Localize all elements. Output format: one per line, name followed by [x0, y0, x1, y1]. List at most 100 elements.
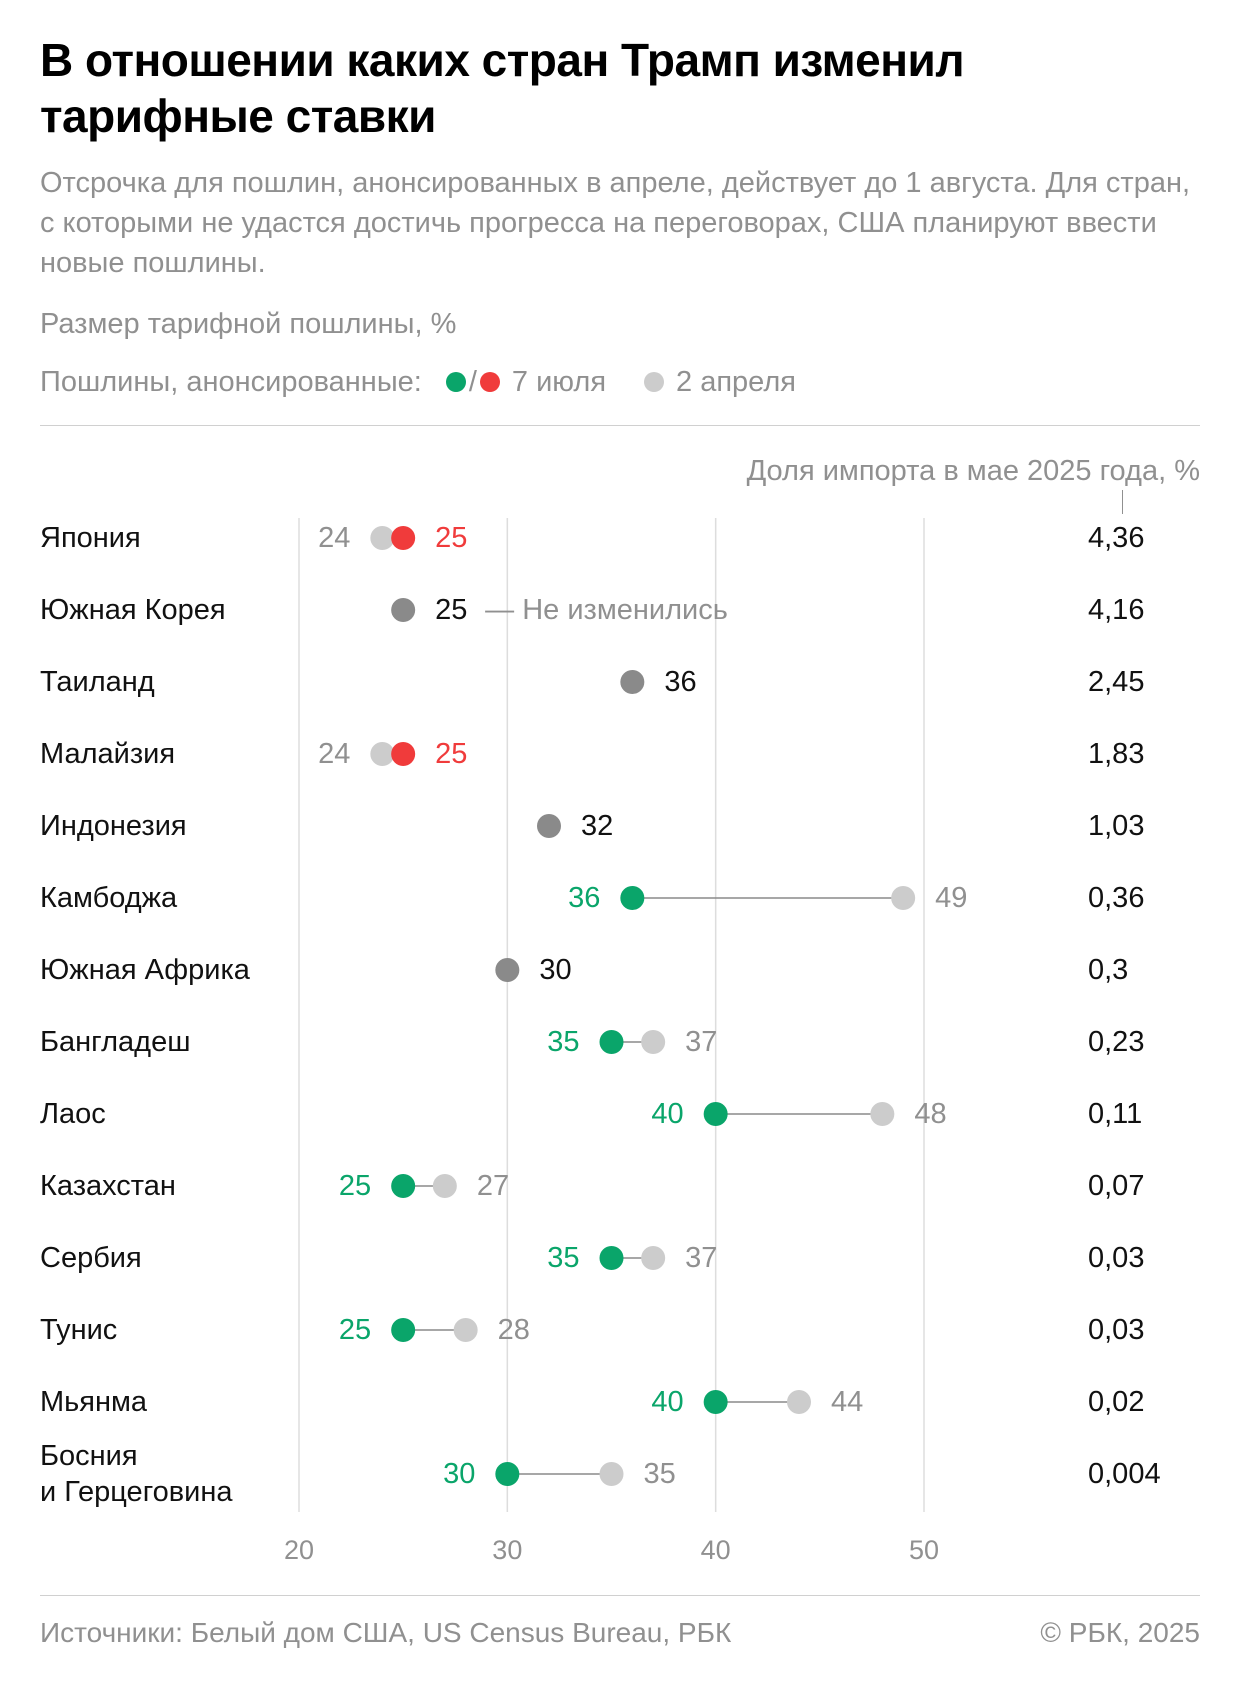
april-dot — [641, 1030, 666, 1054]
bottom-divider — [40, 1595, 1200, 1596]
chart-row: Казахстан 0,07 25 27 — [40, 1170, 1144, 1202]
april-dot — [870, 1102, 895, 1126]
july-value-label: 40 — [651, 1098, 683, 1130]
import-share-value: 1,03 — [1088, 810, 1144, 842]
country-label: Мьянма — [40, 1386, 148, 1418]
source-note: Источники: Белый дом США, US Census Bure… — [40, 1617, 732, 1648]
april-dot — [641, 1246, 666, 1270]
chart-subtitle: Отсрочка для пошлин, анонсированных в ап… — [40, 167, 1191, 279]
chart-row: Босния и Герцеговина 0,004 30 35 — [40, 1440, 1161, 1508]
unchanged-dot — [620, 670, 645, 694]
country-label: Южная Африка — [40, 954, 251, 986]
unchanged-dot — [495, 958, 520, 982]
april-value-label: 27 — [477, 1170, 509, 1202]
import-share-value: 0,03 — [1088, 1314, 1144, 1346]
unchanged-dot — [537, 814, 561, 838]
chart-row: Бангладеш 0,23 35 37 — [40, 1026, 1144, 1058]
country-label: Бангладеш — [40, 1026, 190, 1058]
april-dot — [599, 1462, 624, 1486]
country-label: Казахстан — [40, 1170, 176, 1202]
april-dot — [370, 742, 395, 766]
import-share-value: 1,83 — [1088, 738, 1144, 770]
chart-row: Япония 4,36 24 25 — [40, 522, 1144, 554]
april-dot — [370, 526, 395, 550]
legend-slash: / — [468, 365, 477, 398]
share-column-header: Доля импорта в мае 2025 года, % — [746, 455, 1200, 487]
april-value-label: 35 — [644, 1458, 676, 1490]
april-dot — [787, 1390, 811, 1414]
july-dot — [391, 1318, 416, 1342]
country-label: Тунис — [40, 1314, 117, 1346]
chart-row: Лаос 0,11 40 48 — [40, 1098, 1142, 1130]
april-dot — [891, 886, 916, 910]
april-value-label: 24 — [318, 522, 350, 554]
x-tick-label-30: 30 — [492, 1535, 522, 1565]
chart-row: Южная Африка 0,3 30 — [40, 954, 1128, 986]
legend-red-dot-icon — [479, 372, 500, 392]
chart-title: В отношении каких стран Трамп изменил та… — [40, 34, 965, 142]
april-value-label: 44 — [831, 1386, 863, 1418]
april-dot — [432, 1174, 457, 1198]
import-share-value: 0,02 — [1088, 1386, 1144, 1418]
legend-old-label: 2 апреля — [676, 365, 796, 398]
import-share-value: 0,11 — [1088, 1098, 1142, 1130]
copyright: © РБК, 2025 — [1040, 1617, 1200, 1648]
import-share-value: 0,3 — [1088, 954, 1128, 986]
share-column-tick — [1122, 490, 1123, 514]
legend-green-dot-icon — [445, 372, 466, 392]
legend: Пошлины, анонсированные: / 7 июля 2 апре… — [40, 362, 796, 402]
x-tick-label-20: 20 — [284, 1535, 314, 1565]
country-label: Япония — [40, 522, 141, 554]
july-dot — [599, 1246, 624, 1270]
unchanged-note: — Не изменились — [485, 594, 728, 626]
legend-new-label: 7 июля — [511, 365, 607, 398]
unchanged-value-label: 30 — [539, 954, 571, 986]
july-value-label: 25 — [339, 1170, 371, 1202]
april-value-label: 49 — [935, 882, 967, 914]
chart-row: Малайзия 1,83 24 25 — [40, 738, 1144, 770]
x-tick-label-40: 40 — [701, 1535, 731, 1565]
country-label: Сербия — [40, 1242, 142, 1274]
chart-row: Индонезия 1,03 32 — [40, 810, 1144, 842]
country-label: Южная Корея — [40, 594, 226, 626]
import-share-value: 0,07 — [1088, 1170, 1144, 1202]
july-dot — [703, 1390, 728, 1414]
chart-row: Южная Корея 4,16 25 — Не изменились — [40, 594, 1144, 626]
april-value-label: 24 — [318, 738, 350, 770]
july-dot — [703, 1102, 728, 1126]
import-share-value: 0,23 — [1088, 1026, 1144, 1058]
unchanged-dot — [391, 598, 416, 622]
april-value-label: 37 — [685, 1242, 717, 1274]
country-label: Камбоджа — [40, 882, 178, 914]
july-dot — [620, 886, 645, 910]
april-value-label: 28 — [498, 1314, 530, 1346]
july-value-label: 35 — [547, 1026, 579, 1058]
top-divider — [40, 425, 1200, 426]
legend-grey-dot-icon — [644, 372, 665, 392]
july-value-label: 25 — [435, 522, 467, 554]
july-value-label: 35 — [547, 1242, 579, 1274]
import-share-value: 2,45 — [1088, 666, 1144, 698]
april-dot — [453, 1318, 478, 1342]
dumbbell-chart: Япония 4,36 24 25 Южная Корея 4,16 25 — Не изме… — [40, 518, 1161, 1565]
country-label: Лаос — [40, 1098, 106, 1130]
import-share-value: 4,16 — [1088, 594, 1144, 626]
july-value-label: 36 — [568, 882, 600, 914]
import-share-value: 0,004 — [1088, 1458, 1161, 1490]
legend-prefix: Пошлины, анонсированные: — [40, 365, 422, 398]
july-value-label: 25 — [435, 738, 467, 770]
july-dot — [495, 1462, 520, 1486]
july-dot — [599, 1030, 624, 1054]
july-value-label: 30 — [443, 1458, 475, 1490]
chart-row: Таиланд 2,45 36 — [40, 666, 1144, 698]
july-dot — [391, 1174, 416, 1198]
country-label: Босния — [40, 1440, 138, 1472]
import-share-value: 4,36 — [1088, 522, 1144, 554]
country-label: и Герцеговина — [40, 1476, 233, 1508]
unchanged-value-label: 32 — [581, 810, 613, 842]
chart-row: Камбоджа 0,36 36 49 — [40, 882, 1144, 914]
import-share-value: 0,36 — [1088, 882, 1144, 914]
july-dot — [391, 526, 416, 550]
april-value-label: 37 — [685, 1026, 717, 1058]
unchanged-value-label: 36 — [664, 666, 696, 698]
